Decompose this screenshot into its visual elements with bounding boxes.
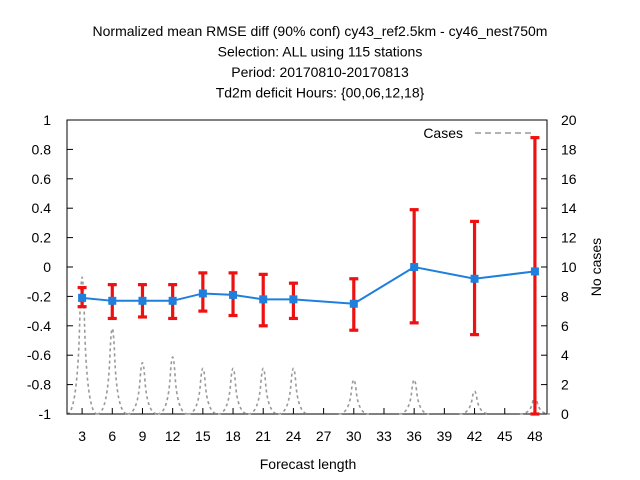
title-line: Period: 20170810-20170813 — [231, 64, 409, 80]
y-tick-label: 0.4 — [32, 200, 52, 216]
cases-peak — [217, 367, 249, 415]
x-tick-label: 12 — [165, 428, 181, 444]
mean-point — [470, 274, 479, 283]
x-tick-label: 21 — [255, 428, 271, 444]
y2-tick-label: 16 — [561, 171, 577, 187]
y-tick-label: 0 — [43, 259, 51, 275]
x-tick-label: 30 — [346, 428, 362, 444]
x-tick-label: 48 — [527, 428, 543, 444]
x-tick-label: 45 — [497, 428, 513, 444]
mean-point — [138, 296, 147, 305]
mean-point — [108, 296, 117, 305]
cases-peak — [278, 367, 309, 415]
mean-point — [78, 293, 87, 302]
y2-tick-label: 6 — [561, 318, 569, 334]
mean-point — [410, 263, 419, 271]
legend-label: Cases — [423, 125, 463, 141]
y2-tick-label: 4 — [561, 347, 569, 363]
cases-peak — [459, 390, 490, 415]
x-tick-label: 24 — [286, 428, 302, 444]
x-tick-label: 39 — [437, 428, 453, 444]
mean-series — [77, 136, 540, 416]
cases-peak — [66, 276, 98, 415]
y-tick-label: -0.8 — [27, 377, 51, 393]
y-tick-label: -0.6 — [27, 347, 51, 363]
x-tick-label: 42 — [467, 428, 483, 444]
cases-peak — [187, 367, 219, 415]
y-tick-label: -0.4 — [27, 318, 51, 334]
y-tick-label: 0.2 — [32, 230, 52, 246]
mean-point — [168, 296, 177, 305]
cases-peak — [127, 361, 158, 415]
x-tick-label: 6 — [108, 428, 116, 444]
axes: -1-0.8-0.6-0.4-0.200.20.40.60.8102468101… — [27, 112, 577, 444]
y2-tick-label: 18 — [561, 141, 577, 157]
y2-tick-label: 2 — [561, 377, 569, 393]
x-tick-label: 33 — [376, 428, 392, 444]
chart-title: Normalized mean RMSE diff (90% conf) cy4… — [93, 23, 548, 101]
mean-point — [198, 289, 207, 298]
x-tick-label: 27 — [316, 428, 332, 444]
x-axis-label: Forecast length — [260, 456, 357, 472]
y-tick-label: -0.2 — [27, 288, 51, 304]
mean-point — [229, 290, 238, 299]
y-tick-label: -1 — [39, 406, 52, 422]
mean-point — [530, 267, 539, 276]
y-tick-label: 0.6 — [32, 171, 52, 187]
mean-line — [81, 265, 536, 305]
y2-tick-label: 0 — [561, 406, 569, 422]
y-tick-label: 1 — [43, 112, 51, 128]
x-tick-label: 36 — [406, 428, 422, 444]
legend: Cases — [423, 125, 534, 141]
cases-peak — [96, 328, 128, 415]
title-line: Normalized mean RMSE diff (90% conf) cy4… — [93, 23, 548, 39]
cases-series — [66, 276, 551, 415]
y2-tick-label: 10 — [561, 259, 577, 275]
x-tick-label: 3 — [78, 428, 86, 444]
x-tick-label: 9 — [139, 428, 147, 444]
y2-tick-label: 14 — [561, 200, 577, 216]
y2-axis-label: No cases — [588, 238, 604, 296]
mean-point — [349, 299, 358, 308]
mean-point — [289, 295, 298, 304]
x-tick-label: 15 — [195, 428, 211, 444]
title-line: Td2m deficit Hours: {00,06,12,18} — [216, 85, 425, 101]
cases-peak — [247, 367, 279, 415]
mean-point — [259, 295, 268, 304]
y2-tick-label: 20 — [561, 112, 577, 128]
y2-tick-label: 12 — [561, 230, 577, 246]
y-tick-label: 0.8 — [32, 141, 52, 157]
title-line: Selection: ALL using 115 stations — [218, 44, 423, 60]
cases-peak — [157, 356, 188, 415]
x-tick-label: 18 — [225, 428, 241, 444]
y2-tick-label: 8 — [561, 288, 569, 304]
